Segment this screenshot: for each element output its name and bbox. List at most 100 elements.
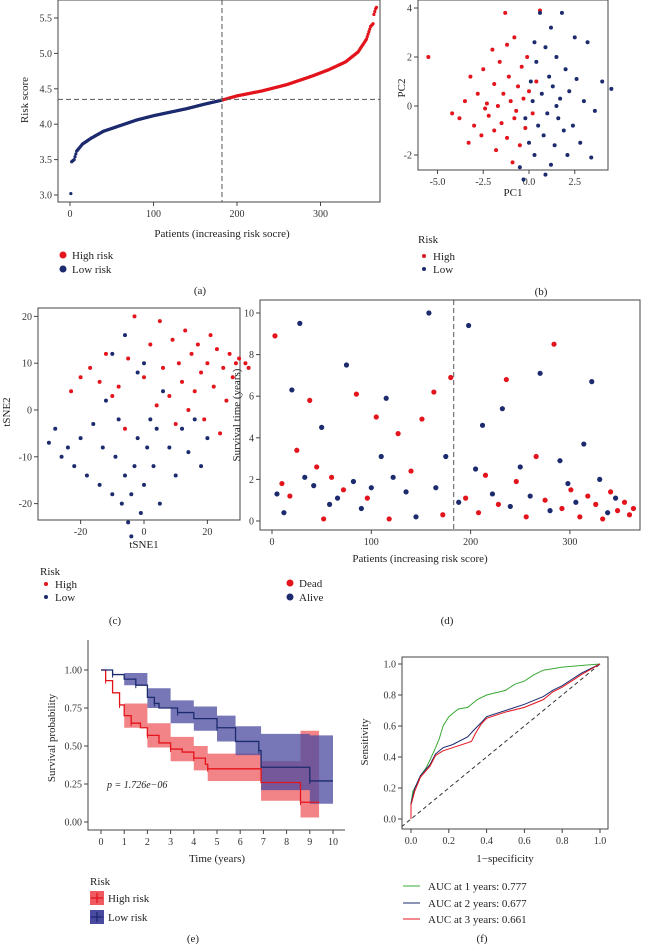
legend-marker-high [44, 582, 48, 586]
panel-caption: (d) [441, 615, 454, 627]
panel-caption: (a) [194, 285, 207, 297]
point-dead [533, 453, 539, 460]
panel-caption: (f) [477, 933, 488, 945]
point-high [192, 389, 197, 394]
point-high [516, 84, 521, 89]
x-tick-label: 0 [99, 837, 104, 848]
legend-marker-high [90, 891, 104, 905]
panel-f: 0.0 0.2 0.4 0.6 0.8 1.0 0.0 0.2 0.4 0.6 0.8 1.0 1−s… [359, 656, 609, 945]
point-high [506, 74, 511, 79]
roc-curve-2yr [410, 663, 601, 819]
x-axis-label: tSNE1 [129, 539, 158, 551]
point-high [483, 106, 488, 111]
point-low [113, 454, 118, 459]
y-axis-label: PC2 [396, 79, 408, 98]
point-low [205, 436, 210, 441]
x-tick-label: 200 [463, 537, 478, 548]
x-tick-label: -5.0 [430, 177, 446, 188]
point-high [78, 375, 83, 380]
point-low [543, 172, 548, 177]
point-high-risk [368, 27, 372, 31]
point-alive [413, 514, 419, 520]
y-tick-label: 10 [244, 309, 254, 320]
point-high [142, 375, 146, 380]
point-alive [289, 387, 295, 393]
point-dead [340, 487, 347, 493]
point-dead [585, 493, 591, 499]
point-high [208, 333, 213, 338]
legend-high: High risk [72, 250, 114, 262]
point-low [180, 426, 185, 431]
point-low [199, 464, 204, 469]
point-high [230, 375, 235, 380]
x-tick-label: 200 [230, 209, 245, 220]
point-dead [523, 514, 529, 520]
point-high [214, 347, 219, 352]
point-alive [472, 466, 479, 472]
point-dead [386, 516, 392, 522]
point-low [59, 454, 64, 459]
point-high [450, 111, 455, 116]
point-alive [517, 464, 523, 470]
point-low [556, 116, 561, 121]
x-tick-label: 9 [307, 837, 312, 848]
point-low [129, 492, 134, 497]
point-low [46, 440, 51, 445]
y-tick-label: 4 [249, 433, 254, 444]
point-low [565, 153, 570, 157]
y-tick-label: 0 [249, 517, 254, 528]
legend-title: Risk [90, 876, 111, 888]
y-tick-label: -10 [19, 452, 32, 463]
legend-title: Risk [40, 566, 61, 578]
point-low [563, 67, 568, 72]
point-alive [479, 422, 486, 428]
point-high [501, 91, 506, 96]
point-alive [403, 489, 409, 495]
point-alive [557, 458, 563, 464]
point-low [589, 155, 594, 160]
point-low [65, 445, 70, 450]
point-alive [527, 493, 533, 499]
point-dead [614, 508, 621, 514]
panel-e: 0 1 2 3 4 5 6 7 8 9 10 0.00 0.25 0.50 0.75 1.00 p = 1.7… [46, 640, 345, 945]
point-alive [426, 310, 432, 316]
x-axis-label: Patients (increasing risk socre) [154, 228, 290, 240]
point-dead [364, 495, 370, 501]
point-low [145, 445, 150, 450]
plot-frame [259, 299, 641, 531]
point-alive [456, 499, 462, 505]
legend-marker-high [59, 251, 67, 259]
point-high [514, 108, 519, 113]
point-dead [307, 397, 313, 403]
y-tick-label: 3.0 [40, 191, 53, 202]
point-low [552, 143, 557, 148]
plot-frame [417, 0, 609, 171]
point-low [523, 116, 528, 121]
point-dead [272, 333, 278, 339]
point-high [484, 101, 489, 106]
point-low [135, 370, 140, 375]
legend-title: Risk [418, 234, 439, 246]
point-alive [507, 503, 513, 510]
point-high [221, 365, 226, 370]
point-low [537, 10, 542, 15]
point-alive [547, 508, 553, 514]
point-alive [605, 510, 611, 516]
y-tick-label: 0 [27, 406, 32, 417]
point-low [72, 464, 77, 469]
y-axis-label: tSNE2 [1, 397, 13, 426]
x-tick-label: 3 [168, 837, 173, 848]
legend-2yr: AUC at 2 years: 0.677 [428, 898, 527, 910]
point-low [97, 482, 102, 487]
plot-frame [37, 307, 241, 521]
point-high [176, 361, 181, 366]
x-tick-label: 5 [215, 837, 220, 848]
point-alive [581, 441, 587, 447]
point-dead [630, 505, 637, 512]
point-alive [612, 495, 619, 501]
point-alive [589, 379, 595, 385]
point-low [550, 84, 555, 89]
y-tick-label: -20 [19, 499, 32, 510]
y-tick-label: 6 [249, 392, 254, 403]
x-tick-label: 0.4 [480, 836, 493, 847]
